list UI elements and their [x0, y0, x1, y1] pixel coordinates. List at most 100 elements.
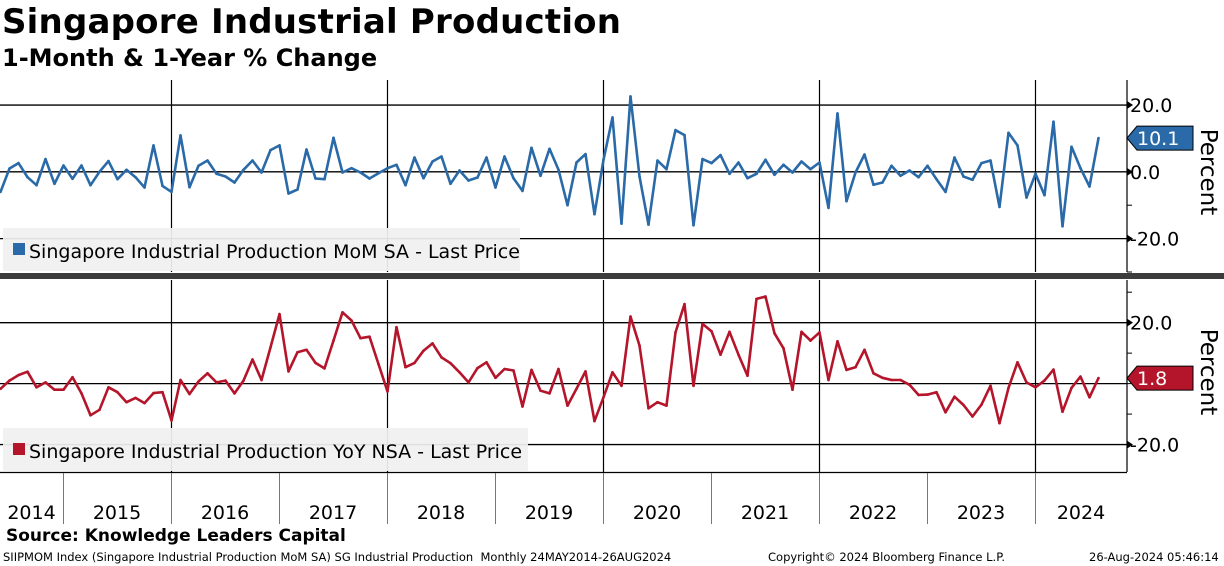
data-point: [908, 383, 911, 387]
data-point: [998, 205, 1001, 209]
data-point: [728, 330, 731, 334]
data-point: [521, 405, 524, 408]
data-point: [305, 148, 308, 151]
series-line-yoy: [0, 295, 1100, 425]
data-point: [746, 374, 749, 378]
data-point: [773, 173, 776, 177]
data-point: [26, 370, 29, 374]
data-point: [62, 164, 65, 167]
data-point: [449, 182, 452, 186]
chart-subtitle: 1-Month & 1-Year % Change: [2, 44, 378, 72]
data-point: [215, 381, 218, 384]
data-point: [449, 361, 452, 365]
data-point: [440, 356, 443, 359]
data-point: [251, 159, 254, 162]
data-point: [8, 167, 11, 170]
data-point: [611, 116, 614, 119]
data-point: [152, 391, 155, 395]
data-point: [971, 415, 974, 418]
data-point: [323, 367, 326, 370]
data-point: [422, 349, 425, 353]
data-point: [872, 372, 875, 375]
data-point: [539, 174, 542, 178]
legend-background: [3, 228, 520, 271]
data-point: [8, 379, 11, 382]
y-tick-label: 20.0: [1130, 313, 1172, 335]
data-point: [179, 134, 182, 137]
data-point: [386, 166, 389, 170]
data-point: [620, 222, 623, 225]
data-point: [161, 184, 164, 188]
data-point: [926, 164, 929, 168]
data-point: [197, 380, 200, 383]
data-point: [899, 174, 902, 178]
data-point: [170, 419, 173, 422]
data-point: [962, 403, 965, 407]
y-tick-label: -20.0: [1130, 435, 1179, 457]
data-point: [395, 325, 398, 329]
data-point: [53, 182, 56, 186]
data-point: [422, 176, 425, 180]
data-point: [305, 348, 308, 352]
data-point: [161, 390, 164, 394]
x-tick-label: 2019: [525, 502, 573, 524]
data-point: [1016, 144, 1019, 147]
x-tick-label: 2017: [309, 502, 357, 524]
legend-yoy: Singapore Industrial Production YoY NSA …: [3, 428, 528, 471]
last-value-tag-label: 1.8: [1137, 368, 1167, 390]
data-point: [593, 419, 596, 423]
data-point: [782, 163, 785, 167]
data-point: [197, 164, 200, 168]
y-tick-label: -20.0: [1130, 229, 1179, 251]
data-point: [377, 171, 380, 175]
data-point: [503, 367, 506, 371]
data-point: [638, 175, 641, 178]
data-point: [89, 414, 92, 417]
data-point: [314, 361, 317, 365]
data-point: [35, 386, 38, 389]
data-point: [629, 315, 632, 318]
data-point: [926, 393, 929, 396]
data-point: [845, 368, 848, 372]
data-point: [800, 160, 803, 163]
data-point: [341, 311, 344, 314]
data-point: [575, 161, 578, 164]
data-point: [485, 361, 488, 364]
data-point: [872, 183, 875, 187]
panel-mom: Singapore Industrial Production MoM SA -…: [0, 80, 1221, 273]
data-point: [980, 403, 983, 406]
data-point: [1007, 131, 1010, 135]
data-point: [998, 421, 1001, 425]
data-point: [107, 159, 110, 163]
data-point: [782, 347, 785, 350]
data-point: [368, 335, 371, 339]
data-point: [521, 189, 524, 193]
data-point: [350, 166, 353, 170]
data-point: [80, 164, 83, 167]
y-tick-arrow: [1127, 101, 1133, 110]
data-point: [917, 175, 920, 179]
data-point: [1043, 193, 1046, 197]
data-point: [674, 331, 677, 334]
data-point: [656, 400, 659, 404]
data-point: [602, 396, 605, 399]
data-point: [1052, 120, 1055, 123]
data-point: [530, 368, 533, 372]
data-point: [908, 169, 911, 172]
data-point: [566, 404, 569, 407]
data-point: [710, 329, 713, 333]
x-tick-label: 2018: [417, 502, 465, 524]
y-axis-title: Percent: [1195, 129, 1221, 216]
x-tick-label: 2015: [93, 502, 141, 524]
data-point: [323, 177, 326, 181]
last-value-tag-bg: [1126, 365, 1194, 391]
data-point: [62, 388, 65, 392]
data-point: [710, 161, 713, 165]
data-point: [629, 95, 632, 98]
data-point: [44, 381, 47, 384]
data-point: [818, 331, 821, 334]
data-point: [1061, 225, 1064, 228]
data-point: [494, 186, 497, 189]
legend-label: Singapore Industrial Production YoY NSA …: [29, 441, 522, 463]
